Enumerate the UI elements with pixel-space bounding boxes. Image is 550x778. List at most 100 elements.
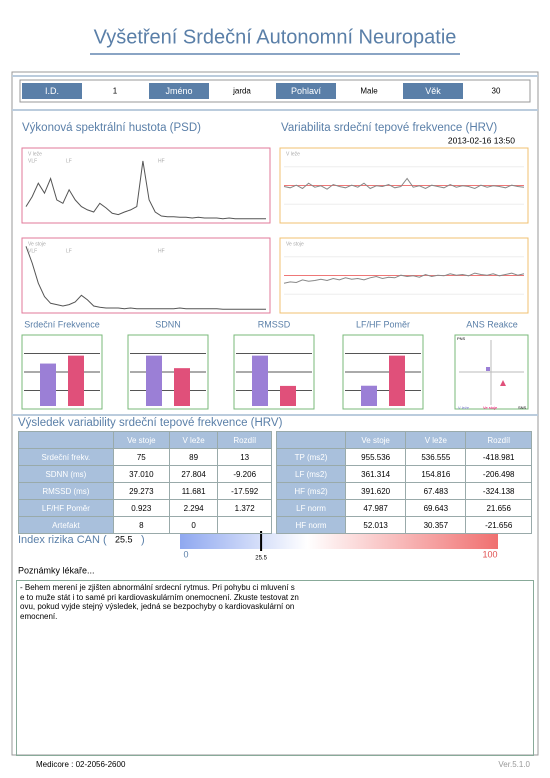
- field-label: Věk: [425, 86, 441, 96]
- bar: [174, 368, 190, 406]
- panel-label: V leže: [286, 151, 300, 157]
- ans-box: [454, 334, 529, 410]
- ans-label: V leže: [458, 405, 470, 410]
- table-row: LF/HF Poměr 0.923 2.294 1.372: [18, 499, 272, 517]
- small-chart-title: Srdeční Frekvence: [24, 319, 100, 329]
- panel: [21, 237, 271, 314]
- trace: [283, 177, 525, 190]
- cell: 29.273: [112, 482, 170, 500]
- cell: 1.372: [217, 499, 272, 517]
- corner-cell: [18, 431, 114, 449]
- cell: 13: [217, 448, 272, 466]
- cell: 52.013: [345, 516, 407, 534]
- trace: [283, 272, 525, 284]
- cell: -21.656: [465, 516, 532, 534]
- row-label: Srdeční frekv.: [18, 448, 114, 466]
- bar: [389, 355, 405, 406]
- cell: -206.498: [465, 465, 532, 483]
- band-label: VLF: [28, 158, 37, 164]
- cell: 391.620: [345, 482, 407, 500]
- ans-point: [486, 367, 490, 371]
- column-header: V leže: [405, 431, 467, 449]
- row-label: LF norm: [275, 499, 347, 517]
- band-label: HF: [158, 248, 165, 254]
- cell: -418.981: [465, 448, 532, 466]
- table-row: HF (ms2) 391.620 67.483 -324.138: [275, 482, 532, 500]
- psd-title: Výkonová spektrální hustota (PSD): [22, 122, 201, 134]
- cell: 0: [168, 516, 219, 534]
- results-title: Výsledek variability srdeční tepové frek…: [18, 417, 283, 429]
- column-header: Rozdíl: [465, 431, 532, 449]
- title: Vyšetření Srdeční Autonomní Neuropatie: [94, 26, 457, 48]
- cell: 67.483: [405, 482, 467, 500]
- cell: 955.536: [345, 448, 407, 466]
- cell: 30.357: [405, 516, 467, 534]
- can-label: Index rizika CAN (: [18, 534, 107, 546]
- notes: - Behem merení je zjišten abnormální srd…: [16, 580, 534, 756]
- table-row: TP (ms2) 955.536 536.555 -418.981: [275, 448, 532, 466]
- cell: 154.816: [405, 465, 467, 483]
- chart-box: [21, 334, 103, 410]
- field-label: I.D.: [45, 86, 59, 96]
- risk-marker-label: 25.5: [255, 556, 267, 562]
- cell: 2.294: [168, 499, 219, 517]
- cell: [217, 516, 272, 534]
- cell: 11.681: [168, 482, 219, 500]
- cell: 69.643: [405, 499, 467, 517]
- panel-label: Ve stoje: [286, 241, 304, 247]
- band-label: LF: [66, 158, 72, 164]
- cell: 361.314: [345, 465, 407, 483]
- cell: 37.010: [112, 465, 170, 483]
- cell: 536.555: [405, 448, 467, 466]
- field-value: Male: [360, 87, 378, 96]
- note-line: e to muže stát i to samé pri kardiovasku…: [20, 592, 299, 602]
- row-label: Artefakt: [18, 516, 114, 534]
- table-row: Artefakt 8 0: [18, 516, 272, 534]
- column-header: Ve stoje: [112, 431, 170, 449]
- cell: 75: [112, 448, 170, 466]
- notes-title: Poznámky lékaře...: [18, 565, 95, 575]
- row-label: TP (ms2): [275, 448, 347, 466]
- trace: [25, 246, 266, 310]
- cell: 21.656: [465, 499, 532, 517]
- band-label: LF: [66, 248, 72, 254]
- panel-label: V leže: [28, 151, 42, 157]
- field-label-bg: [149, 83, 209, 99]
- footer-phone: Medicore : 02-2056-2600: [36, 760, 126, 769]
- cell: 89: [168, 448, 219, 466]
- ans-label: SNS: [518, 405, 527, 410]
- header-row: Ve stoje V leže Rozdíl: [275, 431, 532, 449]
- can-value: 25.5: [115, 534, 133, 544]
- bar: [280, 385, 296, 406]
- cell: -324.138: [465, 482, 532, 500]
- header-row: Ve stoje V leže Rozdíl: [18, 431, 272, 449]
- panel: [21, 147, 271, 224]
- small-chart-title: SDNN: [155, 319, 181, 329]
- cell: 47.987: [345, 499, 407, 517]
- note-line: ovu, pokud vyjde stejný výsledek, jedná …: [20, 602, 295, 611]
- band-label: VLF: [28, 248, 37, 254]
- note-line: emocnení.: [20, 611, 58, 621]
- footer-version: Ver.5.1.0: [498, 760, 530, 769]
- trace: [25, 160, 266, 220]
- row-label: LF (ms2): [275, 465, 347, 483]
- column-header: Ve stoje: [345, 431, 407, 449]
- row-label: HF norm: [275, 516, 347, 534]
- cell: 0.923: [112, 499, 170, 517]
- results-table: Ve stoje V leže Rozdíl Srdeční frekv. 75 89 13…: [18, 431, 272, 534]
- field-label: Jméno: [165, 86, 192, 96]
- patient-box: [19, 79, 531, 103]
- corner-cell: [275, 431, 347, 449]
- small-chart-title: LF/HF Poměr: [356, 319, 410, 329]
- field-label: Pohlaví: [291, 86, 322, 96]
- scale-min: 0: [183, 549, 188, 559]
- chart-box: [342, 334, 424, 410]
- cell: 27.804: [168, 465, 219, 483]
- cell: 8: [112, 516, 170, 534]
- row-label: LF/HF Poměr: [18, 499, 114, 517]
- note-line: - Behem merení je zjišten abnormální srd…: [20, 583, 295, 592]
- field-value: 30: [492, 87, 501, 96]
- small-chart-title: ANS Reakce: [466, 319, 518, 329]
- ans-label: Ve stoje: [483, 405, 498, 410]
